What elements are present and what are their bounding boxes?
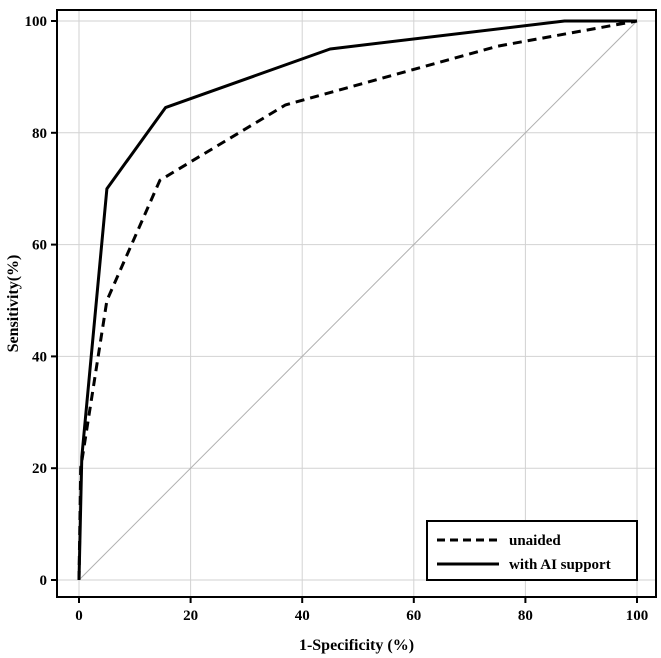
y-tick-label-60: 60 — [32, 238, 47, 254]
x-tick-label-0: 0 — [75, 608, 83, 624]
x-tick-label-20: 20 — [183, 608, 198, 624]
x-tick-label-60: 60 — [406, 608, 421, 624]
grid — [57, 10, 656, 597]
x-tick-label-100: 100 — [626, 608, 649, 624]
series-line-with-ai-support — [77, 19, 637, 581]
legend-label-unaided: unaided — [509, 533, 561, 549]
x-axis-title: 1-Specificity (%) — [299, 637, 414, 654]
y-tick-label-0: 0 — [40, 573, 48, 589]
y-axis-title: Sensitivity(%) — [5, 255, 22, 353]
legend-label-with-ai-support: with AI support — [509, 557, 611, 573]
x-tick-label-80: 80 — [518, 608, 533, 624]
y-tick-label-80: 80 — [32, 126, 47, 142]
plot-frame — [56, 9, 657, 598]
ticks: 0 20 40 60 80 100 0 20 40 60 80 100 — [25, 14, 649, 624]
series-group — [77, 19, 638, 581]
legend-box — [426, 520, 638, 581]
legend: unaided with AI support — [426, 520, 638, 581]
y-tick-label-20: 20 — [32, 461, 47, 477]
y-tick-label-100: 100 — [25, 14, 48, 30]
reference-diagonal — [78, 20, 638, 581]
x-tick-label-40: 40 — [295, 608, 310, 624]
y-tick-label-40: 40 — [32, 349, 47, 365]
